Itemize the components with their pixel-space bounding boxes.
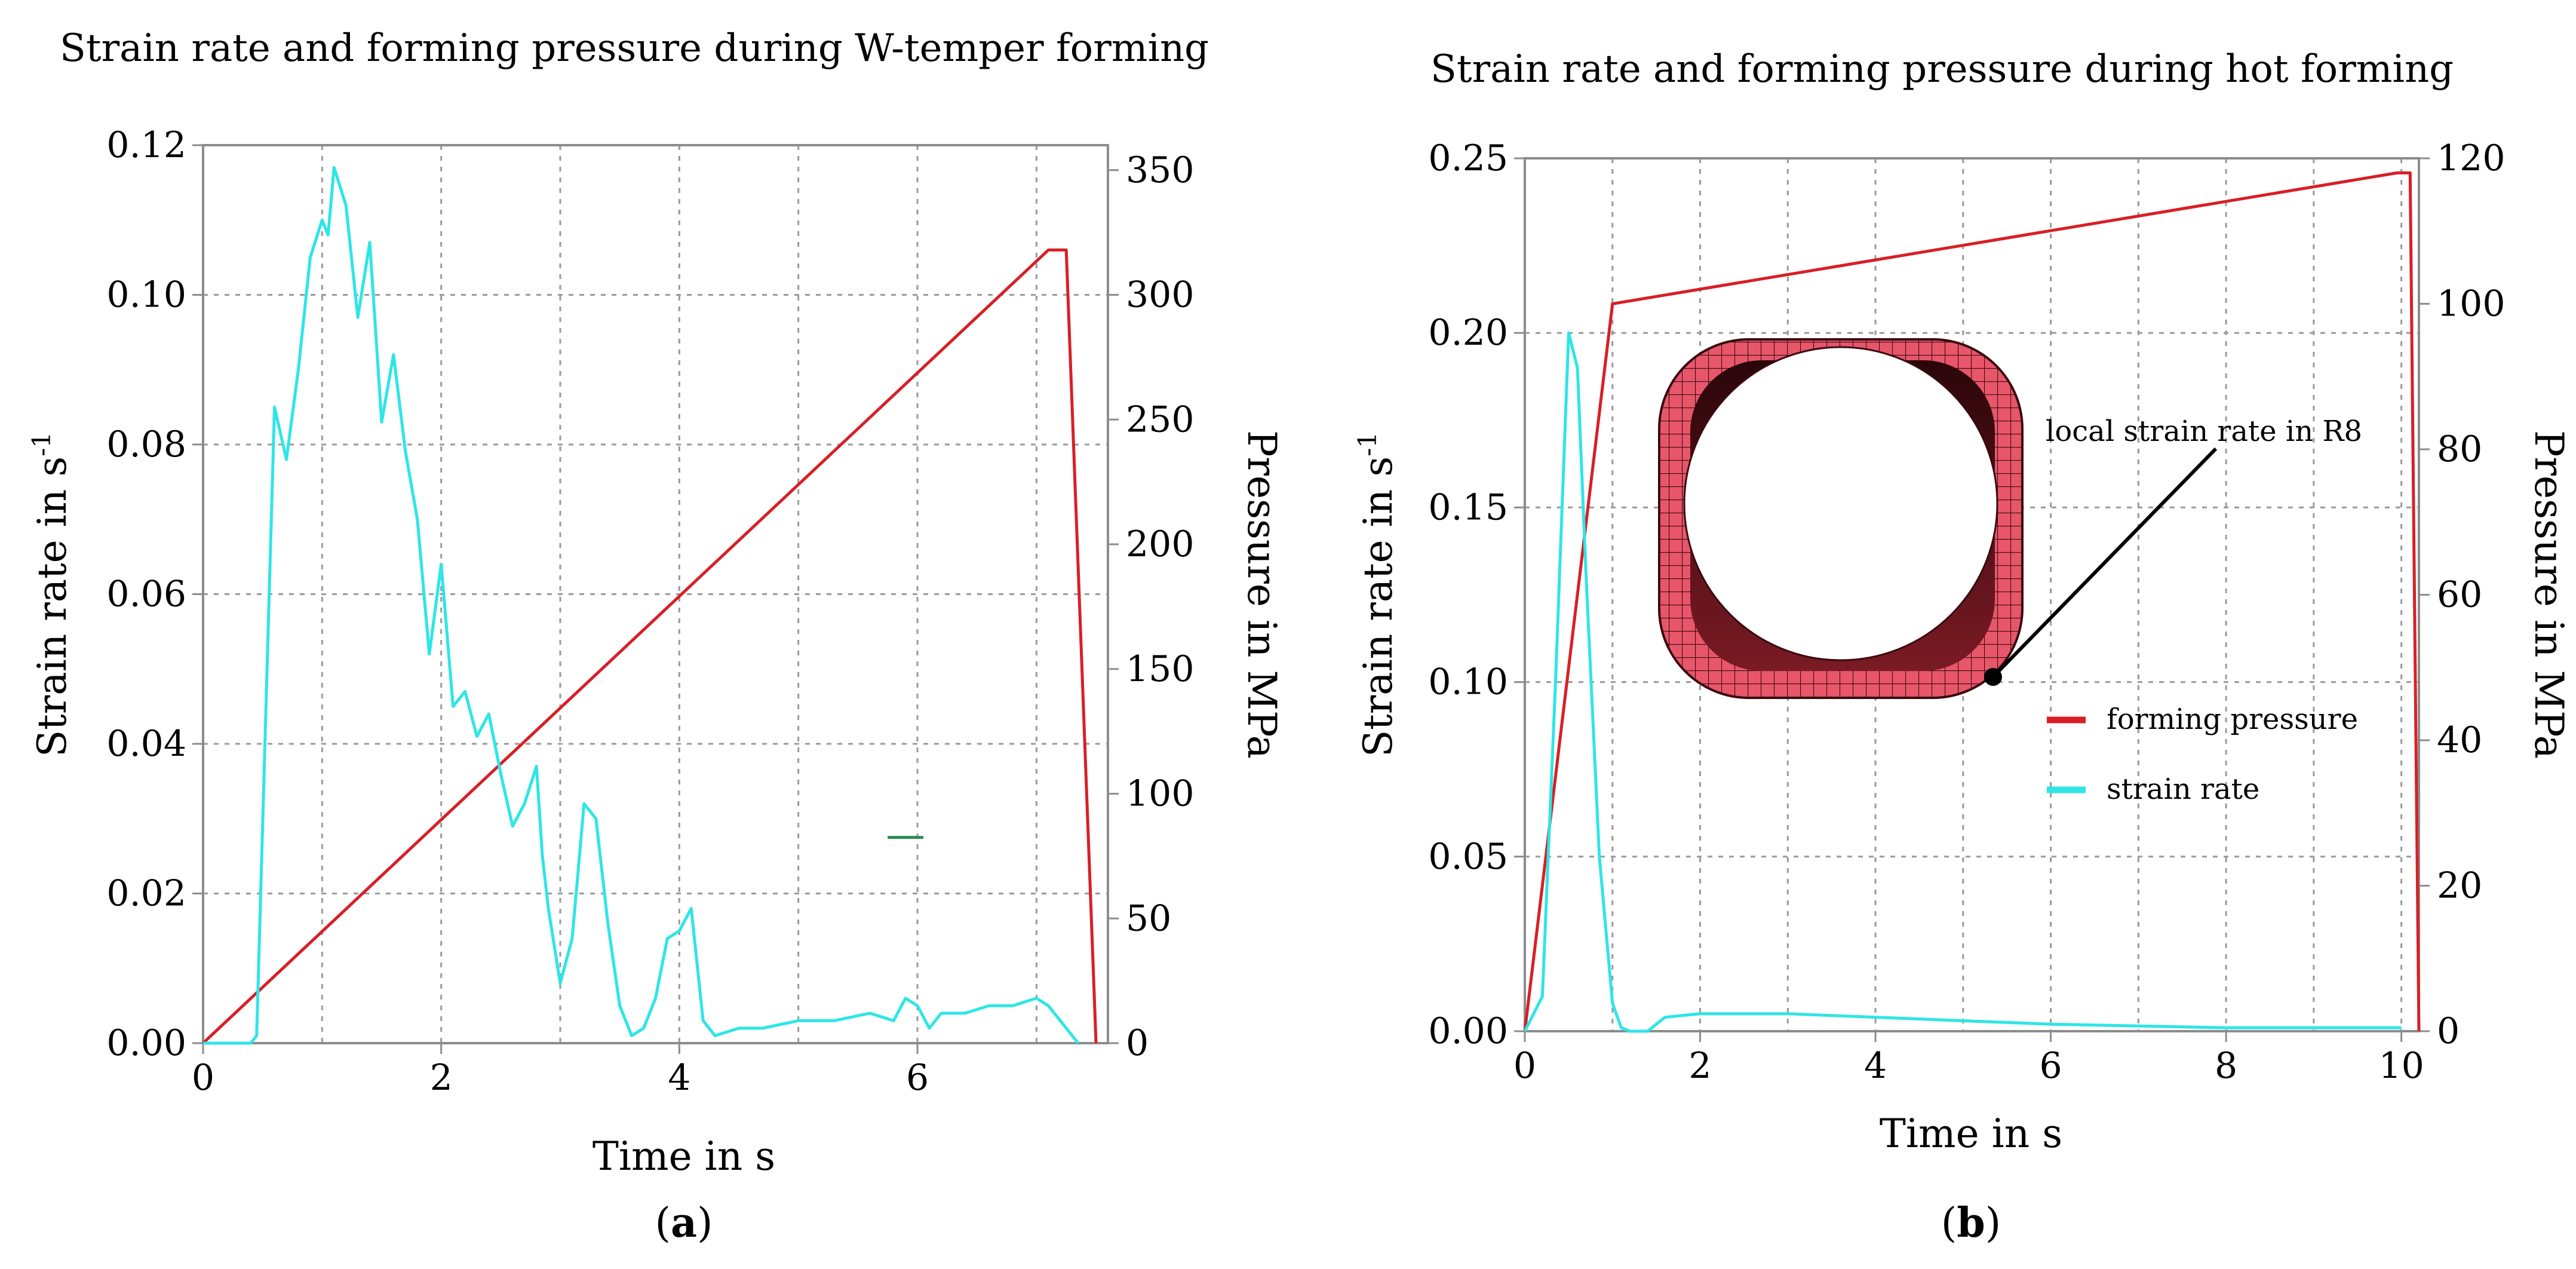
chart-b-strain-rate-line — [1523, 331, 2402, 1033]
annotation-leader-line — [1991, 447, 2218, 679]
panel-a-chart: Strain rate and forming pressure during … — [27, 26, 1285, 1247]
chart-b-x-tick-label: 4 — [1864, 1045, 1887, 1087]
chart-b-x-tick-label: 8 — [2215, 1045, 2237, 1087]
chart-b-x-axis-label: Time in s — [1880, 1111, 2062, 1157]
chart-a-y2-tick-label: 50 — [1126, 897, 1171, 939]
chart-a-series — [202, 166, 1098, 1045]
chart-a-x-tick-label: 6 — [906, 1057, 929, 1099]
chart-a-y-tick-label: 0.04 — [106, 723, 186, 765]
chart-a-strain-rate-line — [203, 166, 1080, 1045]
panel-b-chart: Strain rate and forming pressure during … — [1353, 47, 2572, 1247]
chart-b-y2-tick-label: 120 — [2437, 137, 2506, 179]
chart-a-grid — [203, 145, 1108, 1043]
chart-b-y2-tick-label: 60 — [2437, 574, 2482, 616]
chart-a-y-axis-label: Strain rate in s-1 — [27, 432, 75, 757]
chart-a-y2-tick-label: 150 — [1126, 648, 1195, 690]
chart-b-y2-tick-label: 0 — [2437, 1010, 2460, 1052]
chart-a-y-tick-label: 0.02 — [106, 873, 186, 915]
chart-a-y2-tick-label: 100 — [1126, 773, 1195, 815]
chart-a-x-tick-label: 4 — [668, 1057, 690, 1099]
chart-a-y2-tick-label: 350 — [1126, 149, 1195, 191]
chart-b-forming-pressure-line — [1523, 171, 2421, 1032]
chart-b-title: Strain rate and forming pressure during … — [1430, 47, 2454, 91]
chart-a-y-tick-label: 0.00 — [106, 1022, 186, 1064]
panel-b-label: (b) — [1941, 1199, 2001, 1247]
chart-b-x-tick-label: 6 — [2039, 1045, 2062, 1087]
chart-b-y2-tick-label: 20 — [2437, 865, 2482, 907]
chart-a-y2-tick-label: 0 — [1126, 1022, 1149, 1064]
chart-a-y2-axis-label: Pressure in MPa — [1239, 430, 1285, 759]
chart-b-legend: forming pressure strain rate — [2047, 703, 2358, 806]
chart-b-y2-tick-label: 40 — [2437, 719, 2482, 761]
chart-a-ticks: 0 2 4 6 0.00 0.02 0.04 0.06 0.08 0.10 0.12 0 50 100 15… — [106, 124, 1194, 1099]
chart-a-y-tick-label: 0.08 — [106, 424, 186, 465]
chart-b-x-tick-label: 2 — [1688, 1045, 1711, 1087]
chart-b-y2-axis-label: Pressure in MPa — [2526, 430, 2572, 759]
chart-b-y-tick-label: 0.20 — [1428, 312, 1508, 354]
chart-a-x-tick-label: 0 — [192, 1057, 214, 1099]
legend-label-forming-pressure: forming pressure — [2107, 703, 2358, 736]
chart-a-x-tick-label: 2 — [430, 1057, 453, 1099]
chart-a-y2-tick-label: 300 — [1126, 274, 1195, 316]
chart-b-x-tick-label: 0 — [1513, 1045, 1536, 1087]
chart-b-y-tick-label: 0.05 — [1428, 836, 1508, 878]
chart-a-y2-tick-label: 250 — [1126, 399, 1195, 440]
chart-b-y2-tick-label: 100 — [2437, 283, 2506, 325]
chart-b-y-axis-label: Strain rate in s-1 — [1353, 432, 1401, 757]
chart-b-y2-tick-label: 80 — [2437, 428, 2482, 470]
chart-a-y-tick-label: 0.06 — [106, 574, 186, 615]
chart-b-y-tick-label: 0.00 — [1428, 1010, 1508, 1052]
chart-b-grid — [1525, 158, 2419, 1031]
chart-b-series — [1523, 171, 2421, 1033]
chart-b-y-tick-label: 0.25 — [1428, 137, 1508, 179]
chart-b-ticks: 0 2 4 6 8 10 0.00 0.05 0.10 0.15 0.20 0.25 0 20 40 60 80… — [1428, 137, 2505, 1087]
chart-b-x-tick-label: 10 — [2378, 1045, 2424, 1087]
chart-a-title: Strain rate and forming pressure during … — [60, 26, 1209, 70]
annotation-local-strain-rate: local strain rate in R8 — [2046, 415, 2362, 448]
legend-label-strain-rate: strain rate — [2107, 773, 2259, 806]
chart-a-x-axis-label: Time in s — [592, 1133, 775, 1179]
panel-a-label: (a) — [655, 1199, 713, 1247]
annotation-point-marker — [1984, 668, 2002, 686]
chart-b-y-tick-label: 0.15 — [1428, 486, 1508, 528]
chart-a-y-tick-label: 0.12 — [106, 124, 186, 166]
tube-cross-section-image — [1658, 338, 2024, 699]
chart-a-forming-pressure-line — [202, 248, 1098, 1044]
chart-a-y2-tick-label: 200 — [1126, 523, 1195, 565]
chart-b-y-tick-label: 0.10 — [1428, 661, 1508, 703]
chart-a-y-tick-label: 0.10 — [106, 274, 186, 316]
